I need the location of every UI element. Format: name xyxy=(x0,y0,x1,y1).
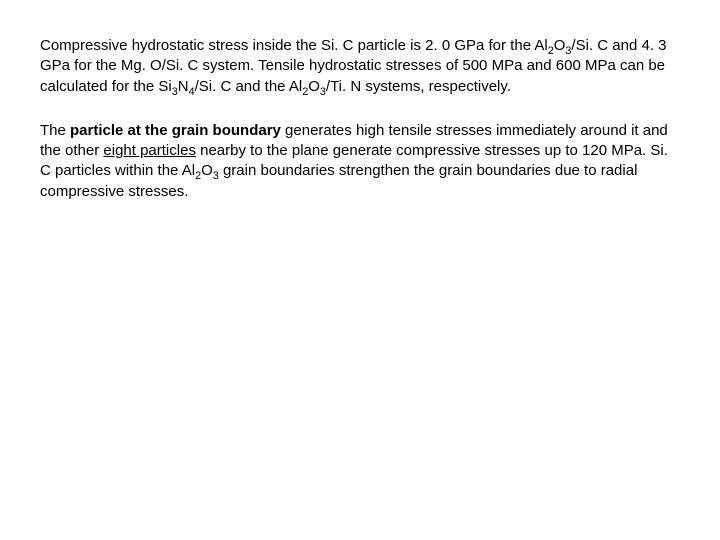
paragraph-1: Compressive hydrostatic stress inside th… xyxy=(40,36,680,97)
p2-underline-1: eight particles xyxy=(103,142,196,159)
slide-page: Compressive hydrostatic stress inside th… xyxy=(0,0,720,202)
p2-text-1: The xyxy=(40,122,70,139)
p1-text-2: O xyxy=(554,37,566,54)
p1-text-5: /Si. C and the Al xyxy=(195,78,303,95)
p1-text-6: O xyxy=(308,78,320,95)
p2-text-4: O xyxy=(201,162,213,179)
p2-bold-1: particle at the grain boundary xyxy=(70,122,281,139)
p1-text-4: N xyxy=(178,78,189,95)
p1-text-1: Compressive hydrostatic stress inside th… xyxy=(40,37,548,54)
p1-text-7: /Ti. N systems, respectively. xyxy=(326,78,511,95)
paragraph-2: The particle at the grain boundary gener… xyxy=(40,121,680,202)
